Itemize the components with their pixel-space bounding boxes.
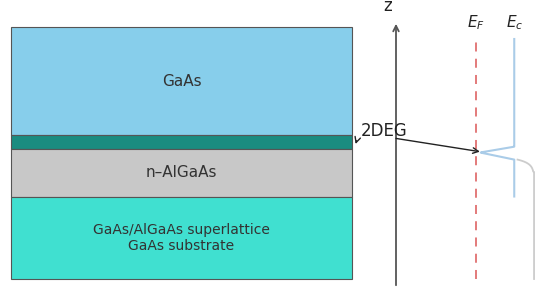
Text: n–AlGaAs: n–AlGaAs	[146, 165, 217, 180]
Text: GaAs: GaAs	[162, 74, 201, 88]
Bar	[11, 148, 352, 196]
Text: 2DEG: 2DEG	[360, 122, 407, 140]
Text: GaAs/AlGaAs superlattice
GaAs substrate: GaAs/AlGaAs superlattice GaAs substrate	[93, 223, 270, 253]
Text: $E_c$: $E_c$	[505, 13, 523, 32]
Bar	[11, 135, 352, 148]
Bar	[11, 196, 352, 279]
Text: $E_F$: $E_F$	[467, 13, 485, 32]
Text: z: z	[383, 0, 392, 15]
Bar	[11, 27, 352, 135]
